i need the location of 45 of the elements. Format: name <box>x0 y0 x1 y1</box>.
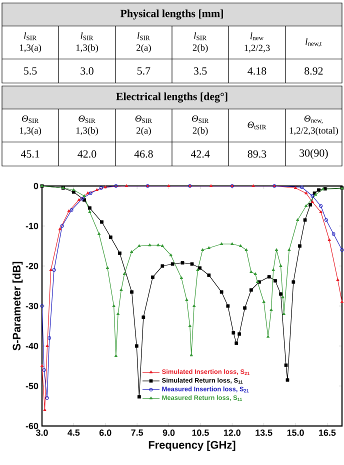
category-label: Θ$_{SIR}$ 2(a) <box>135 115 152 136</box>
x-tick-label: 9.0 <box>162 430 175 436</box>
y-tick-label: 0 <box>34 182 38 190</box>
text: Physical lengths [mm] <box>120 10 223 20</box>
x-tick-label: 15.0 <box>287 430 304 436</box>
x-tick-label: 6.0 <box>99 430 112 436</box>
text: 46.8 <box>134 150 153 158</box>
y-tick-label: -20 <box>26 262 38 270</box>
text: 5.5 <box>24 67 37 75</box>
category-label: Θ$_{tSIR}$ <box>248 122 266 130</box>
category-label: l$_{SIR}$ 1,3(a) <box>20 32 42 53</box>
y-tick-label: -40 <box>26 342 38 350</box>
category-label: l$_{SIR}$ 1,3(b) <box>76 32 98 53</box>
x-axis-title: Frequency [GHz] <box>148 440 236 451</box>
y-tick-label: -10 <box>26 222 38 230</box>
category-label: Θ$_{SIR}$ 1,3(b) <box>76 115 98 136</box>
text: 8.92 <box>304 67 323 75</box>
text: 5.7 <box>137 67 150 75</box>
x-tick-label: 3.0 <box>36 430 48 436</box>
y-tick-label: -50 <box>26 382 38 390</box>
x-tick-label: 7.5 <box>131 430 144 436</box>
y-axis-title: S-Parameter [dB] <box>12 262 23 350</box>
y-tick-label: -60 <box>26 422 38 430</box>
text: Electrical lengths [deg°] <box>116 92 228 103</box>
x-tick-label: 13.5 <box>256 430 272 436</box>
y-tick-label: -30 <box>26 302 38 310</box>
text: 3.5 <box>194 67 207 75</box>
text: 42.0 <box>78 150 96 158</box>
category-label: Θ$_{SIR}$ 1,3(a) <box>20 115 42 136</box>
x-tick-label: 10.5 <box>192 430 209 436</box>
x-tick-label: 12.0 <box>224 430 241 436</box>
text: 45.1 <box>20 150 40 158</box>
text: 4.18 <box>248 67 266 75</box>
x-tick-label: 16.5 <box>319 430 336 436</box>
text: 89.3 <box>248 150 266 158</box>
category-label: l$_{new}$ 1,2/2,3 <box>244 32 270 52</box>
category-label: l$_{new,t}$ <box>306 38 322 47</box>
text: 30(90) <box>300 149 328 159</box>
text: 42.4 <box>190 150 210 158</box>
category-label: l$_{SIR}$ 2(a) <box>136 32 151 53</box>
category-label: Θ$_{SIR}$ 2(b) <box>192 115 209 136</box>
category-label: Θ$_{new,}$ 1,2/2,3(total) <box>290 115 338 136</box>
text: 3.0 <box>80 67 94 75</box>
category-label: l$_{SIR}$ 2(b) <box>192 32 208 53</box>
x-tick-label: 4.5 <box>68 430 80 436</box>
